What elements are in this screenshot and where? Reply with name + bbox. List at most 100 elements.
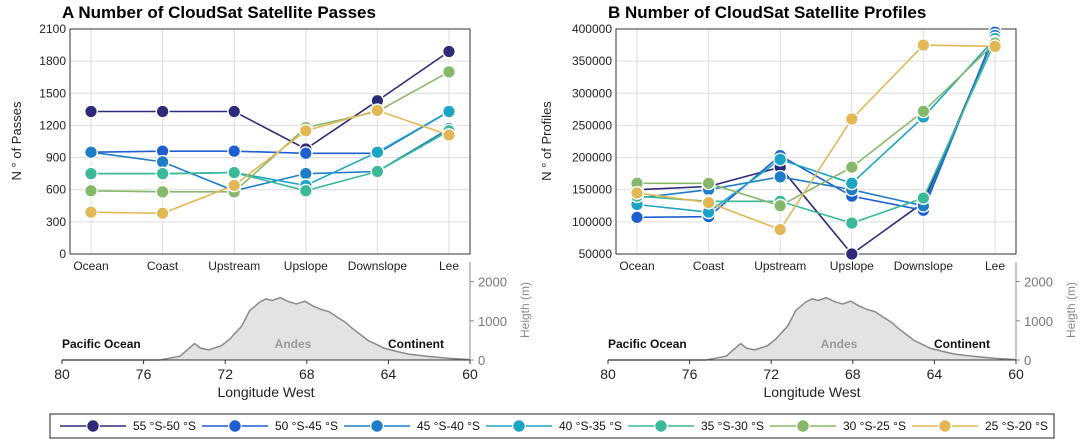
panel-a-categories: Ocean Coast Upstream Upslope Downslope Lee (73, 259, 459, 273)
legend-items: 55 °S-50 °S 50 °S-45 °S 45 °S-40 °S 40 °S-3… (60, 419, 1048, 433)
y-tick-label: 300000 (572, 86, 612, 100)
panel-b-y-ticks: 50000 100000 150000 200000 250000 300000 35000… (572, 22, 612, 261)
legend-label: 35 °S-30 °S (701, 419, 764, 433)
category-label: Lee (985, 259, 1005, 273)
series-2-markers (630, 25, 1003, 225)
y-tick-label: 400000 (572, 22, 612, 36)
data-point (916, 191, 931, 206)
category-label: Upslope (830, 259, 874, 273)
series-line (636, 31, 996, 219)
x-tick-label: 60 (1008, 366, 1024, 382)
y-tick-label: 2100 (39, 22, 66, 36)
height-tick-label: 2000 (478, 275, 507, 290)
x-tick-label: 68 (845, 366, 861, 382)
legend-swatch-marker (512, 419, 526, 433)
data-point (370, 164, 385, 179)
panel-b-categories: Ocean Coast Upstream Upslope Downslope Lee (619, 259, 1005, 273)
category-label: Upslope (284, 259, 328, 273)
panel-b-ylabel: N ° of Profiles (539, 101, 554, 181)
y-tick-label: 900 (46, 151, 66, 165)
series-7-markers (83, 103, 457, 221)
series-2 (90, 110, 450, 155)
series-6 (637, 42, 996, 207)
legend-item: 30 °S-25 °S (770, 419, 906, 433)
series-1 (91, 50, 450, 150)
terrain-a-height-ticks: 0 1000 2000 (470, 275, 507, 368)
panel-a-y-ticks: 0 300 600 900 1200 1500 1800 2100 (39, 22, 66, 261)
x-tick-label: 64 (927, 366, 943, 382)
legend-item: 45 °S-40 °S (344, 419, 480, 433)
category-label: Upstream (208, 259, 260, 273)
series-line (90, 110, 450, 155)
series-5-markers (83, 123, 457, 198)
terrain-a: 80 76 72 68 64 60 0 1000 2000 Heigth (m) Pacifi… (54, 262, 532, 400)
data-point (155, 154, 170, 169)
legend-label: 40 °S-35 °S (559, 419, 622, 433)
legend-swatch-marker (938, 419, 952, 433)
terrain-b-continent-label: Continent (934, 337, 990, 351)
terrain-a-x-ticks: 80 76 72 68 64 60 (54, 360, 478, 382)
data-point (83, 104, 98, 119)
data-point (988, 39, 1003, 54)
series-line (636, 44, 996, 231)
panel-b: B Number of CloudSat Satellite Profiles … (539, 3, 1017, 273)
y-tick-label: 50000 (579, 247, 613, 261)
series-5 (636, 41, 996, 224)
data-point (370, 145, 385, 160)
terrain-b: 80 76 72 68 64 60 0 1000 2000 Heigth (m) Pacifi… (600, 262, 1078, 400)
data-point (916, 104, 931, 119)
panel-b-series (630, 25, 1003, 261)
legend-label: 25 °S-20 °S (985, 419, 1048, 433)
data-point (83, 205, 98, 220)
data-point (298, 183, 313, 198)
panel-a: A Number of CloudSat Satellite Passes 0 3… (9, 3, 471, 273)
data-point (155, 104, 170, 119)
legend-item: 55 °S-50 °S (60, 419, 196, 433)
data-point (916, 38, 931, 53)
terrain-a-continent-label: Continent (388, 337, 444, 351)
legend-item: 25 °S-20 °S (912, 419, 1048, 433)
height-tick-label: 1000 (478, 314, 507, 329)
data-point (83, 166, 98, 181)
series-5 (91, 130, 450, 192)
legend: 55 °S-50 °S 50 °S-45 °S 45 °S-40 °S 40 °S-3… (49, 413, 1055, 439)
terrain-a-profile (62, 296, 471, 361)
data-point (155, 166, 170, 181)
x-tick-label: 80 (54, 366, 70, 382)
height-tick-label: 0 (478, 353, 485, 368)
category-label: Lee (439, 259, 459, 273)
terrain-a-height-label: Heigth (m) (518, 282, 532, 338)
series-line (636, 35, 996, 256)
series-7-markers (630, 38, 1003, 237)
legend-label: 45 °S-40 °S (417, 419, 480, 433)
terrain-b-x-ticks: 80 76 72 68 64 60 (600, 360, 1024, 382)
legend-swatch-marker (86, 419, 100, 433)
terrain-b-andes-label: Andes (821, 337, 858, 351)
category-label: Downslope (894, 259, 954, 273)
data-point (227, 104, 242, 119)
data-point (227, 144, 242, 159)
x-tick-label: 76 (136, 366, 152, 382)
terrain-b-height-ticks: 0 1000 2000 (1016, 275, 1053, 368)
y-tick-label: 150000 (572, 183, 612, 197)
height-tick-label: 0 (1024, 353, 1031, 368)
x-tick-label: 60 (462, 366, 478, 382)
x-tick-label: 64 (381, 366, 397, 382)
terrain-area (62, 297, 470, 360)
series-4 (636, 38, 996, 214)
panel-b-frame (615, 28, 1017, 255)
legend-item: 50 °S-45 °S (202, 419, 338, 433)
x-tick-label: 72 (763, 366, 779, 382)
y-tick-label: 300 (46, 215, 66, 229)
height-tick-label: 1000 (1024, 314, 1053, 329)
legend-swatch-marker (654, 419, 668, 433)
data-point (773, 198, 788, 213)
series-2 (636, 31, 996, 219)
data-point (442, 44, 457, 59)
x-tick-label: 68 (299, 366, 315, 382)
y-tick-label: 1200 (39, 118, 66, 132)
y-tick-label: 100000 (572, 215, 612, 229)
data-point (370, 103, 385, 118)
legend-swatch-marker (370, 419, 384, 433)
